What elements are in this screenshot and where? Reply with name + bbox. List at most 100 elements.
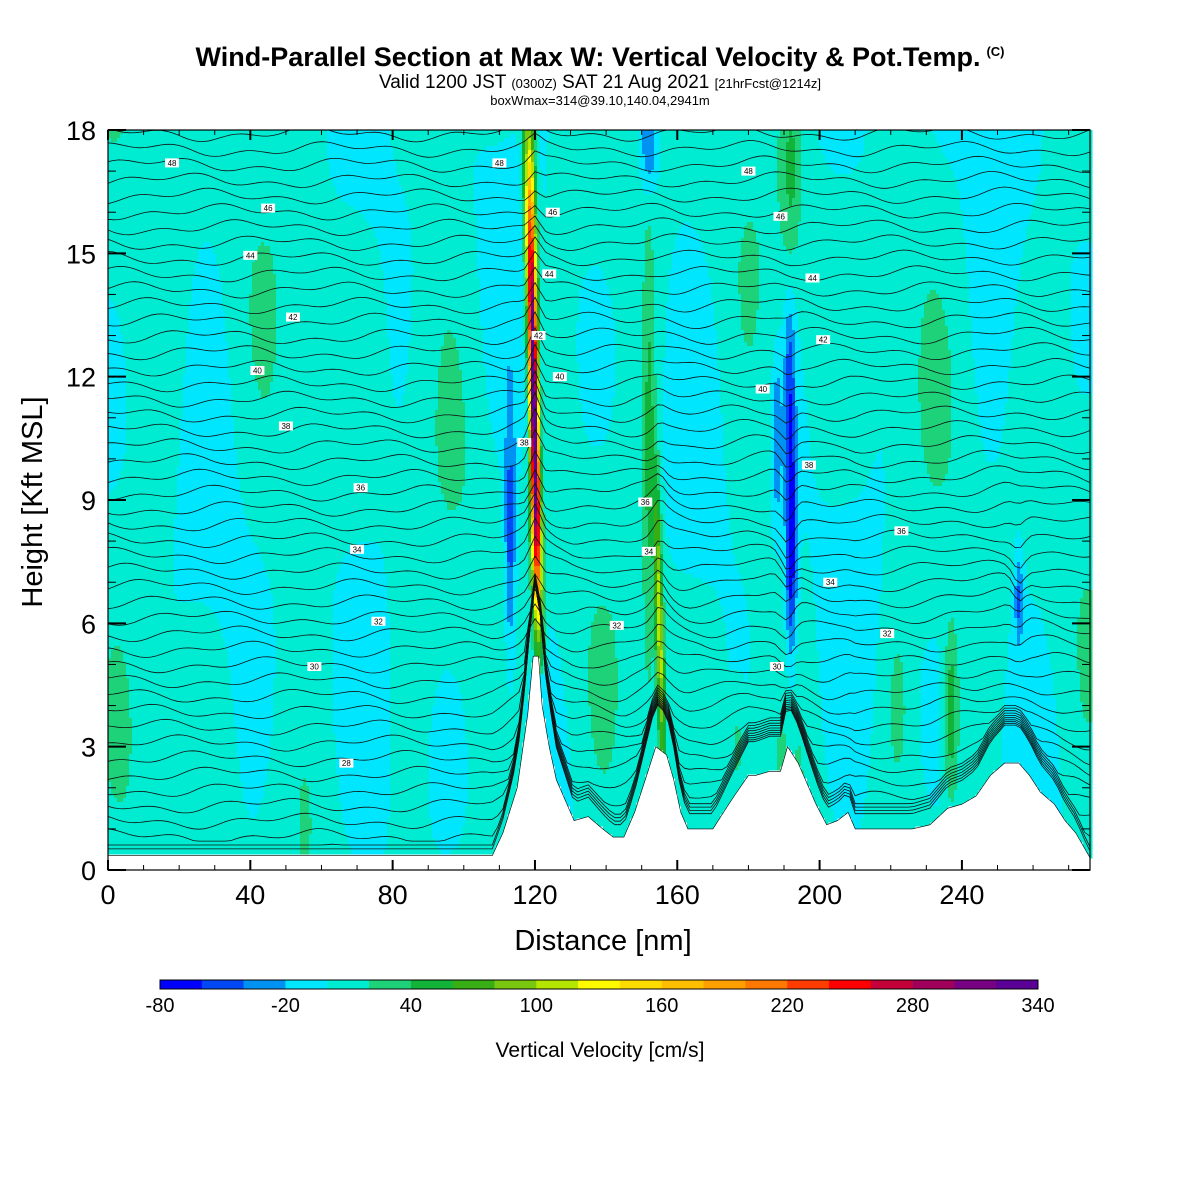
colorbar-tick-label: -80 [146,995,175,1017]
colorbar-swatch [787,980,830,989]
theta-label: 44 [808,274,817,283]
valid-utc: (0300Z) [511,76,557,91]
theta-label: 48 [744,167,753,176]
theta-label-box [250,366,265,375]
theta-label: 40 [253,367,262,376]
theta-contour-line [108,573,1090,674]
theta-contour-line [108,555,1090,596]
theta-label: 42 [534,332,543,341]
theta-label: 42 [819,336,828,345]
forecast-info: [21hrFcst@1214z] [714,76,822,91]
theta-label-box [769,662,784,671]
theta-label-box [243,250,258,260]
theta-label-box [638,497,653,507]
colorbar-swatch [745,980,788,989]
colorbar-swatch [327,980,370,989]
y-tick-label: 6 [81,609,96,639]
theta-label: 42 [289,313,298,322]
valid-time-line: Valid 1200 JST (0300Z) SAT 21 Aug 2021 [… [0,72,1200,94]
theta-label-box [353,483,368,493]
title-mark: (C) [986,44,1005,59]
theta-label: 34 [826,578,835,587]
colorbar-frame [159,979,1039,990]
theta-label-box [816,335,831,345]
theta-label-box [823,577,838,587]
theta-contour-line [108,582,1090,783]
theta-label-box [371,616,386,626]
theta-label-box [545,207,560,217]
theta-label-box [307,662,322,671]
theta-contour-line [108,482,1090,522]
colorbar-tick-label: 280 [896,995,929,1017]
x-tick-label: 160 [655,880,700,910]
colorbar-swatch [410,980,453,989]
y-tick-label: 0 [81,856,96,886]
terrain-profile [107,655,1091,871]
colorbar-swatch [369,980,412,989]
theta-label: 36 [897,527,906,536]
theta-contour-line [108,407,1090,455]
theta-label: 30 [310,663,319,672]
theta-contour-line [108,502,1090,559]
theta-contour-line [108,428,1090,471]
theta-label-box [609,620,624,630]
theta-label: 34 [644,547,653,556]
colorbar-tick-label: 160 [645,995,678,1017]
x-tick-label: 240 [939,880,984,910]
theta-label: 48 [495,159,504,168]
theta-label: 38 [804,461,813,470]
theta-label-box [741,166,756,176]
theta-contour-line [108,535,1090,584]
theta-contour-labels: 48 48 48 46 46 46 44 44 44 42 42 42 40 40 40 38 38 38 36 36… [165,158,909,768]
y-tick-label: 3 [81,733,96,763]
theta-label-box [261,203,276,213]
y-tick-label: 18 [66,116,96,146]
colorbar-swatch [285,980,328,989]
theta-label-box [552,372,567,382]
colorbar-swatch [996,980,1039,989]
theta-contour-line [108,391,1090,440]
theta-contour-line [108,583,1090,814]
theta-contour-line [108,296,1090,330]
x-axis-label: Distance [nm] [514,925,691,957]
theta-label: 46 [776,212,785,221]
theta-label: 46 [548,208,557,217]
colorbar-swatch [201,980,244,989]
y-axis-label: Height [Kft MSL] [17,396,49,607]
y-tick-label: 9 [81,486,96,516]
valid-date: SAT 21 Aug 2021 [562,72,710,93]
theta-label: 44 [246,251,255,260]
theta-label: 32 [374,617,383,626]
theta-contour-line [108,310,1090,345]
box-info: boxWmax=314@39.10,140.04,2941m [490,93,710,108]
y-tick-label: 15 [66,239,96,269]
theta-label-box [880,629,895,639]
colorbar: -80 -20 40 100 160 220 280 340 Vertical Velocity… [146,979,1055,1062]
theta-contour-line [108,579,1090,736]
valid-prefix: Valid 1200 JST [378,72,507,93]
theta-contour-line [108,380,1090,424]
colorbar-tick-label: -20 [271,995,300,1017]
theta-label-box [278,421,293,431]
colorbar-tick-label: 220 [770,995,803,1017]
colorbar-swatch [870,980,913,989]
colorbar-swatch [828,980,872,989]
colorbar-tick-label: 340 [1021,995,1054,1017]
theta-label: 46 [264,204,273,213]
theta-contour-line [108,186,1090,205]
theta-contour-line [108,583,1090,830]
theta-label-box [805,273,820,283]
colorbar-tick-label: 40 [400,995,422,1017]
theta-contour-line [108,573,1090,611]
theta-contour-line [108,236,1090,267]
theta-contour-line [108,266,1090,299]
theta-label-box [801,460,816,470]
theta-contour-line [108,171,1090,189]
theta-label-box [339,758,354,768]
theta-label: 34 [353,545,362,554]
x-tick-label: 120 [512,880,557,910]
theta-label: 40 [758,385,767,394]
theta-label: 32 [612,621,621,630]
